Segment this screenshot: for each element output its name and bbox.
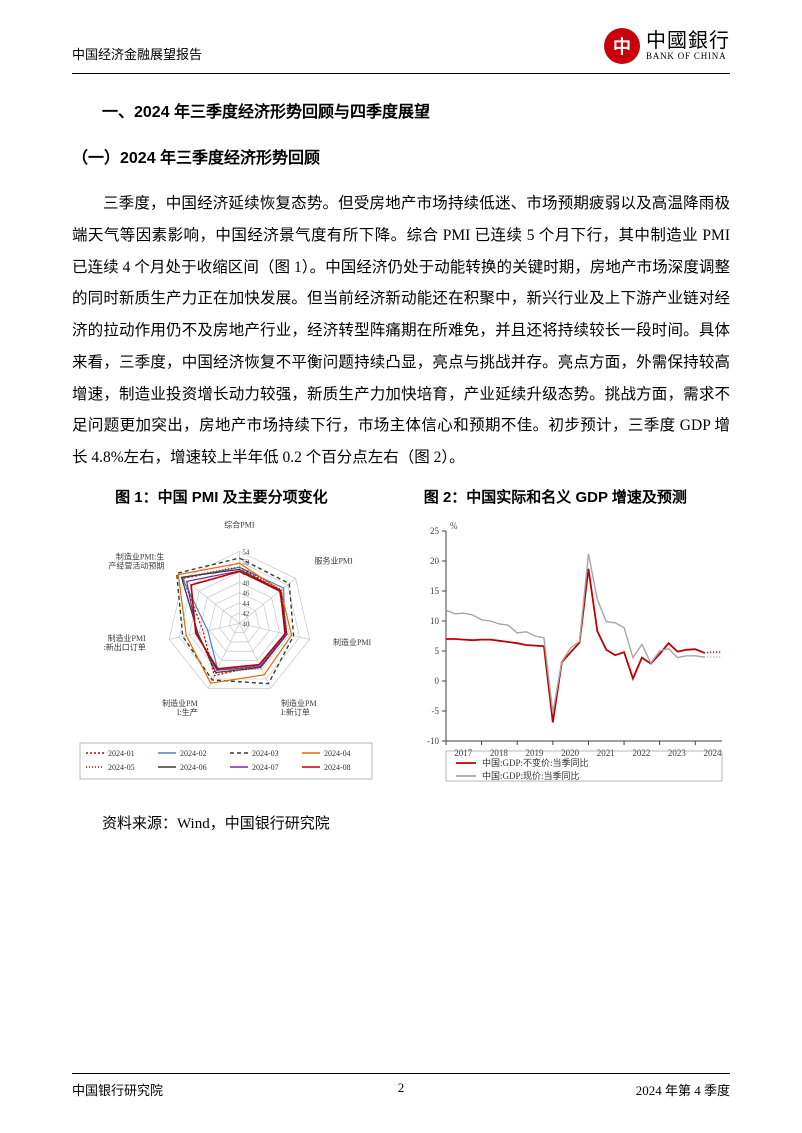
svg-text:2023: 2023 <box>668 748 687 758</box>
svg-text:综合PMI: 综合PMI <box>224 519 255 529</box>
svg-text:-5: -5 <box>432 706 440 716</box>
svg-text:制造业PMI:生: 制造业PMI:生 <box>116 551 164 561</box>
svg-text:中国:GDP:不变价:当季同比: 中国:GDP:不变价:当季同比 <box>482 757 589 768</box>
figure-2-title: 图 2：中国实际和名义 GDP 增速及预测 <box>424 486 687 507</box>
svg-text:0: 0 <box>435 676 440 686</box>
svg-text:服务业PMI: 服务业PMI <box>314 555 353 565</box>
subsection-heading: （一）2024 年三季度经济形势回顾 <box>72 144 730 168</box>
svg-text:2024-05: 2024-05 <box>108 763 135 772</box>
svg-text:20: 20 <box>430 556 440 566</box>
svg-text:2020: 2020 <box>561 748 580 758</box>
figure-1-title: 图 1：中国 PMI 及主要分项变化 <box>115 486 328 507</box>
body-paragraph: 三季度，中国经济延续恢复态势。但受房地产市场持续低迷、市场预期疲弱以及高温降雨极… <box>72 188 730 474</box>
svg-text:2024-01: 2024-01 <box>108 749 135 758</box>
page-footer: 中国银行研究院 2 2024 年第 4 季度 <box>72 1073 730 1099</box>
line-chart: -10 -5 0 5 10 15 20 25% 2017 2018 2019 2020 2021 2022… <box>410 517 730 802</box>
svg-text:I:生产: I:生产 <box>177 707 198 717</box>
svg-text:42: 42 <box>242 610 250 618</box>
svg-text:I:新订单: I:新订单 <box>281 707 310 717</box>
svg-text:48: 48 <box>242 579 250 587</box>
svg-text:制造业PM: 制造业PM <box>281 698 317 708</box>
svg-text:46: 46 <box>242 589 250 597</box>
radar-chart: 4042444648505254综合PMI服务业PMI制造业PMI制造业PMI:… <box>72 517 382 802</box>
brand-logo-text: 中國銀行 BANK OF CHINA <box>646 31 730 61</box>
svg-text:2024-03: 2024-03 <box>252 749 279 758</box>
svg-text:2017: 2017 <box>454 748 473 758</box>
section-heading: 一、2024 年三季度经济形势回顾与四季度展望 <box>102 98 730 122</box>
footer-page-number: 2 <box>398 1080 405 1096</box>
brand-logo: 中 中國銀行 BANK OF CHINA <box>604 28 730 64</box>
svg-text:2024-02: 2024-02 <box>180 749 207 758</box>
svg-text:2024-07: 2024-07 <box>252 763 279 772</box>
svg-text:2019: 2019 <box>525 748 544 758</box>
svg-text:2018: 2018 <box>490 748 509 758</box>
footer-right: 2024 年第 4 季度 <box>636 1080 730 1099</box>
brand-name-en: BANK OF CHINA <box>646 52 730 61</box>
svg-text:2024-08: 2024-08 <box>324 763 351 772</box>
svg-text:5: 5 <box>435 646 440 656</box>
svg-text:2024-06: 2024-06 <box>180 763 207 772</box>
svg-text:44: 44 <box>242 600 250 608</box>
svg-text:2024-04: 2024-04 <box>324 749 351 758</box>
svg-text:2021: 2021 <box>597 748 615 758</box>
svg-text:中国:GDP:现价:当季同比: 中国:GDP:现价:当季同比 <box>482 770 580 781</box>
svg-text::新出口订单: :新出口订单 <box>104 642 146 652</box>
svg-text:制造业PMI: 制造业PMI <box>108 633 147 643</box>
svg-text:15: 15 <box>430 586 440 596</box>
svg-text:产经营活动预期: 产经营活动预期 <box>108 560 164 570</box>
svg-text:10: 10 <box>430 616 440 626</box>
figure-source: 资料来源：Wind，中国银行研究院 <box>72 812 730 833</box>
brand-logo-icon: 中 <box>604 28 640 64</box>
svg-text:%: % <box>450 521 458 531</box>
svg-text:54: 54 <box>242 548 250 556</box>
footer-left: 中国银行研究院 <box>72 1080 163 1099</box>
svg-text:制造业PM: 制造业PM <box>162 698 198 708</box>
svg-text:25: 25 <box>430 526 440 536</box>
svg-text:-10: -10 <box>427 736 439 746</box>
brand-name-cn: 中國銀行 <box>646 31 730 52</box>
svg-text:制造业PMI: 制造业PMI <box>333 637 372 647</box>
svg-text:2022: 2022 <box>632 748 650 758</box>
svg-text:2024: 2024 <box>704 748 723 758</box>
